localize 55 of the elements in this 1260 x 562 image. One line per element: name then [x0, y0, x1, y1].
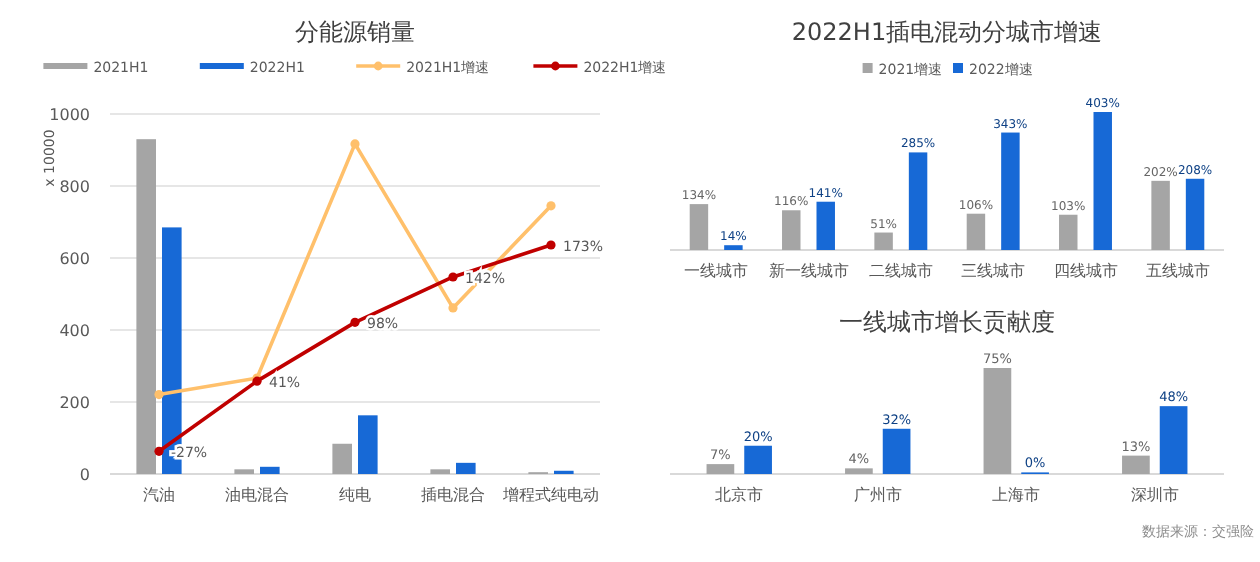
bar: [1122, 455, 1150, 474]
chart-title: 分能源销量: [295, 18, 415, 46]
x-tick-label: 纯电: [339, 486, 371, 504]
bar: [358, 415, 378, 474]
bar: [1159, 406, 1188, 474]
x-tick-label: 增程式纯电动: [501, 486, 599, 504]
bar: [706, 464, 735, 474]
bar: [456, 462, 476, 474]
bar: [332, 443, 352, 474]
x-tick-label: 三线城市: [961, 262, 1026, 280]
chart-title: 2022H1插电混动分城市增速: [791, 18, 1103, 46]
x-tick-label: 北京市: [715, 486, 764, 504]
bar: [874, 232, 893, 250]
y-tick-label: 800: [59, 178, 90, 196]
x-tick-label: 五线城市: [1145, 262, 1210, 280]
y-tick-label: 0: [79, 466, 90, 484]
point: [350, 139, 360, 149]
point: [154, 446, 164, 456]
bar: [1093, 112, 1112, 250]
bar: [882, 428, 911, 474]
y-tick-label: 600: [59, 250, 90, 268]
bar: [744, 445, 772, 474]
bar: [260, 466, 280, 474]
bar: [966, 213, 986, 250]
bar: [136, 139, 156, 474]
x-tick-label: 新一线城市: [768, 262, 849, 280]
point: [350, 317, 360, 327]
x-tick-label: 插电混合: [421, 486, 485, 504]
bar: [689, 204, 709, 250]
x-tick-label: 上海市: [992, 486, 1041, 504]
x-tick-label: 油电混合: [225, 486, 289, 504]
bar: [816, 201, 835, 250]
x-tick-label: 一线城市: [684, 262, 749, 280]
bar: [1185, 178, 1205, 250]
bar: [983, 368, 1012, 474]
point: [448, 272, 458, 282]
y-tick-label: 400: [59, 322, 90, 340]
x-tick-label: 二线城市: [868, 262, 933, 280]
point: [546, 240, 556, 250]
point: [546, 201, 556, 211]
x-tick-label: 汽油: [143, 486, 175, 504]
x-tick-label: 深圳市: [1130, 486, 1179, 504]
bar: [1059, 214, 1078, 250]
y-tick-label: 200: [59, 394, 90, 412]
bar: [908, 152, 928, 250]
x-tick-label: 四线城市: [1053, 262, 1118, 280]
bar: [1151, 180, 1170, 250]
y-tick-label: 1000: [49, 106, 90, 124]
x-tick-label: 广州市: [853, 486, 902, 504]
point: [448, 303, 458, 313]
bar: [845, 468, 873, 474]
bar: [1001, 132, 1020, 250]
chart-title: 一线城市增长贡献度: [839, 308, 1055, 336]
bar: [782, 210, 801, 250]
point: [154, 389, 164, 400]
